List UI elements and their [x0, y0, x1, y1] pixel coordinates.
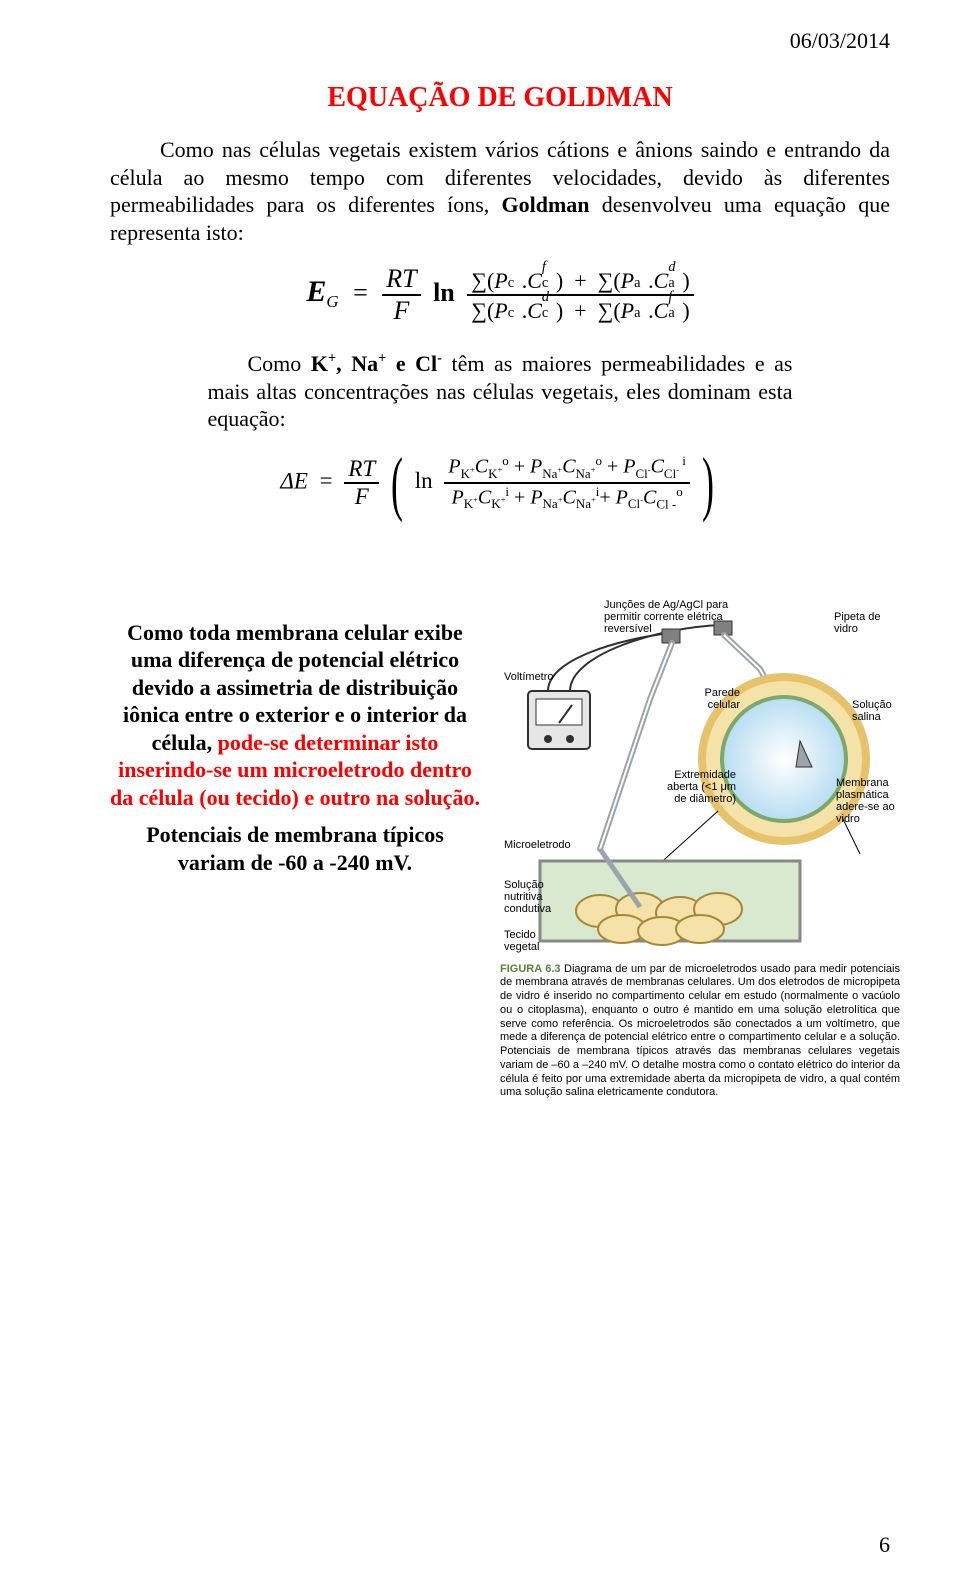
- header-date: 06/03/2014: [110, 28, 890, 54]
- eq1-den: ∑(Pc.Ccd) + ∑(Pa.Caf): [467, 296, 693, 324]
- eq2-den: PK+CK+i + PNa+CNa+i+ PCl-CCl -o: [444, 484, 690, 513]
- intro-bold: Goldman: [502, 192, 590, 217]
- label-pipeta: Pipeta de vidro: [834, 611, 894, 635]
- left-final-bold: -60 a -240 mV: [278, 850, 407, 875]
- label-salina: Solução salina: [852, 699, 902, 723]
- eq2-RT: RT: [348, 456, 375, 481]
- page-title: EQUAÇÃO DE GOLDMAN: [110, 82, 890, 114]
- eq2-num: PK+CK+o + PNa+CNa+o + PCl-CCl- i: [444, 453, 690, 484]
- label-parede: Parede celular: [690, 687, 740, 711]
- label-voltimetro: Voltímetro: [504, 671, 554, 683]
- equation-goldman: EG = RT F ln ∑(Pc.Ccf) + ∑(Pa.Cad) ∑(Pc.…: [110, 264, 890, 326]
- caption-bold: FIGURA 6.3: [500, 963, 561, 975]
- eq1-ln: ln: [427, 278, 461, 307]
- eq2-ln: ln: [415, 468, 439, 493]
- eq1-E-sub: G: [326, 292, 338, 311]
- equation-nernst-ghk: ΔE = RT F ( ln PK+CK+o + PNa+CNa+o + PCl…: [110, 447, 890, 519]
- left-paragraph: Como toda membrana celular exibe uma dif…: [110, 599, 480, 887]
- eq2-F: F: [355, 484, 369, 509]
- eq2-lhs: ΔE: [280, 468, 308, 493]
- eq1-num: ∑(Pc.Ccf) + ∑(Pa.Cad): [467, 266, 693, 296]
- figure-microelectrode: Voltímetro Junções de Ag/AgCl para permi…: [500, 599, 900, 1029]
- page-number: 6: [879, 1532, 890, 1558]
- note-prefix: Como: [248, 351, 311, 376]
- eq1-E: E: [306, 275, 326, 308]
- label-extremidade: Extremidade aberta (<1 μm de diâmetro): [656, 769, 736, 805]
- label-juncoes: Junções de Ag/AgCl para permitir corrent…: [604, 599, 744, 635]
- eq1-RT: RT: [386, 264, 416, 293]
- label-tecido: Tecido vegetal: [504, 929, 564, 953]
- label-microeletrodo: Microeletrodo: [504, 839, 571, 851]
- label-membrana: Membrana plasmática adere-se ao vidro: [836, 777, 906, 825]
- caption-text: Diagrama de um par de microeletrodos usa…: [500, 963, 900, 1099]
- note-paragraph: Como K+, Na+ e Cl- têm as maiores permea…: [208, 350, 793, 433]
- eq1-F: F: [393, 296, 409, 325]
- label-solucao: Solução nutritiva condutiva: [504, 879, 564, 915]
- intro-paragraph: Como nas células vegetais existem vários…: [110, 136, 890, 246]
- figure-caption: FIGURA 6.3 Diagrama de um par de microel…: [500, 963, 900, 1101]
- left-final-b: .: [407, 850, 413, 875]
